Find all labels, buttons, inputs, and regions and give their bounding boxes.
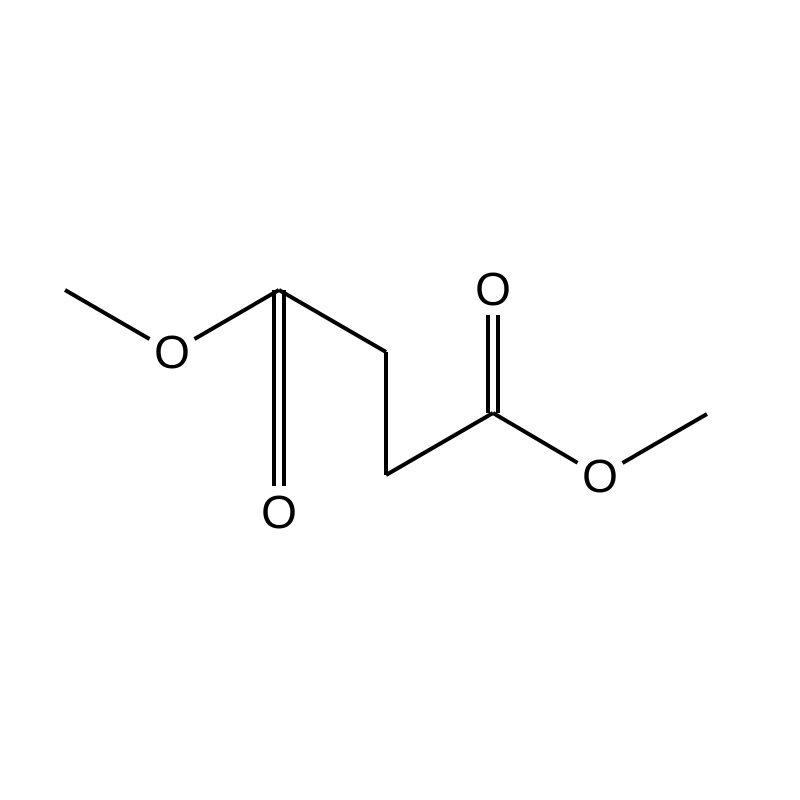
bond-line [65,290,150,339]
bond-line [623,414,708,463]
bond-line [195,290,280,339]
atom-label-o: O [475,263,511,315]
atom-label-o: O [261,486,297,538]
bond-line [279,290,386,352]
atom-label-o: O [154,326,190,378]
bond-line [493,413,578,463]
molecule-diagram: O O O O [0,0,800,800]
atom-label-o: O [582,450,618,502]
bond-line [386,413,493,475]
